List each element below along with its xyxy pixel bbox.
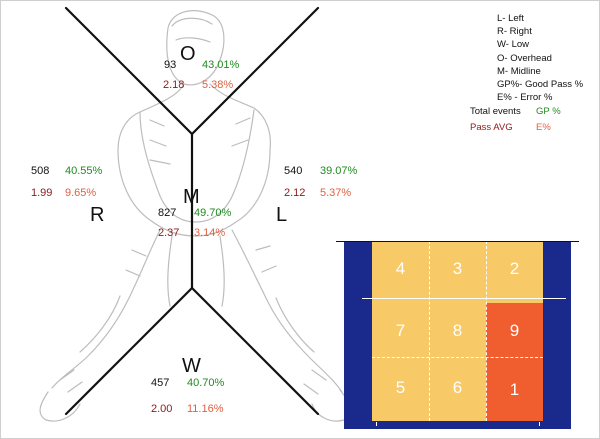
right-gp: 40.55% (65, 165, 103, 177)
court-zone-5: 5 (395, 378, 406, 397)
low-events: 457 (151, 377, 170, 389)
legend-item: R- Right (497, 26, 532, 38)
court-line (429, 241, 430, 421)
zone-letter-overhead: O (180, 43, 196, 65)
right-e: 9.65% (65, 187, 97, 199)
attack-line (362, 298, 566, 299)
left-e: 5.37% (320, 187, 352, 199)
key-total-events: Total events (470, 106, 521, 117)
court-zone-3: 3 (452, 259, 463, 278)
zone-letter-low: W (182, 355, 201, 377)
court-top-line (336, 241, 579, 242)
right-events: 508 (31, 165, 50, 177)
legend-item: W- Low (497, 39, 530, 51)
legend-item: O- Overhead (497, 52, 552, 64)
left-avg: 2.12 (284, 187, 306, 199)
midline-gp: 49.70% (194, 207, 232, 219)
low-avg: 2.00 (151, 403, 173, 415)
court-zone-4: 4 (395, 259, 406, 278)
legend: L- Left R- Right W- Low O- Overhead M- M… (497, 12, 583, 104)
legend-item: L- Left (497, 13, 524, 24)
low-e: 11.16% (187, 403, 224, 415)
court-zone-6: 6 (452, 378, 463, 397)
key-pass-avg: Pass AVG (470, 122, 513, 133)
court-line (372, 357, 543, 358)
court-line (486, 241, 487, 421)
court-tick (376, 422, 377, 426)
right-avg: 1.99 (31, 187, 53, 199)
court-zone-8: 8 (452, 321, 463, 340)
overhead-e: 5.38% (202, 79, 234, 91)
key-gp: GP % (536, 106, 561, 117)
volleyball-court: 4 3 2 7 8 9 5 6 1 (336, 241, 579, 429)
zone-divider-lines (64, 6, 320, 416)
overhead-avg: 2.18 (163, 79, 185, 91)
court-tick (539, 422, 540, 426)
overhead-gp: 43.01% (202, 59, 240, 71)
legend-item: E% - Error % (497, 92, 553, 104)
key-e: E% (536, 122, 551, 133)
court-zone-7: 7 (395, 321, 406, 340)
legend-item: M- Midline (497, 65, 541, 77)
low-gp: 40.70% (187, 377, 225, 389)
midline-events: 827 (158, 207, 177, 219)
zone-letter-right: R (90, 204, 105, 226)
midline-e: 3.14% (194, 227, 226, 239)
left-events: 540 (284, 165, 303, 177)
left-gp: 39.07% (320, 165, 358, 177)
court-zones: 4 3 2 7 8 9 5 6 1 (372, 241, 543, 421)
court-zone-9: 9 (486, 303, 543, 359)
zone-letter-left: L (276, 204, 288, 226)
court-zone-2: 2 (509, 259, 520, 278)
midline-avg: 2.37 (158, 227, 180, 239)
legend-item: GP%- Good Pass % (497, 79, 584, 91)
overhead-events: 93 (164, 59, 177, 71)
zone-letter-midline: M (183, 186, 200, 208)
court-zone-1: 1 (486, 358, 543, 421)
